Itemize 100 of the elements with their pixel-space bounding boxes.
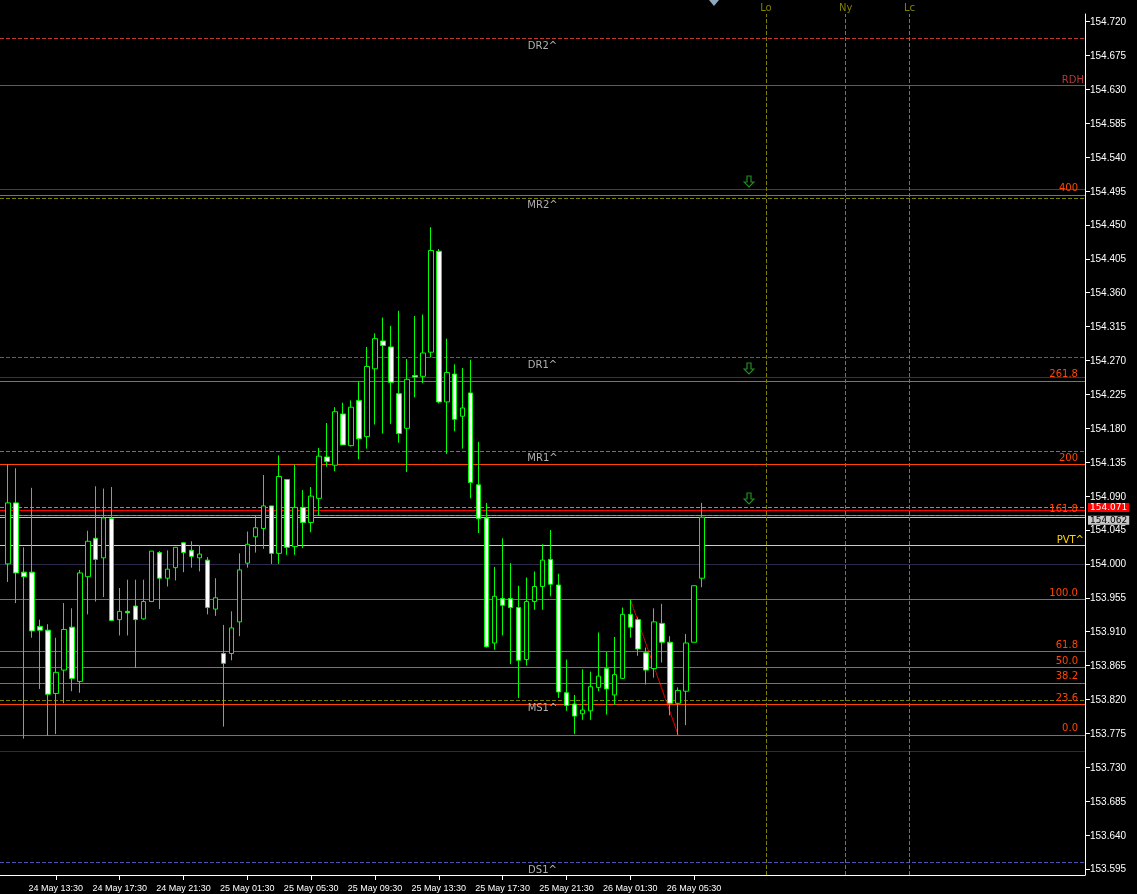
candlestick bbox=[93, 485, 98, 603]
ref-line-label: RDH bbox=[1061, 74, 1084, 86]
y-tick-label: 153.775 bbox=[1090, 727, 1127, 739]
y-tick-label: 154.315 bbox=[1090, 321, 1127, 333]
candlestick bbox=[173, 546, 178, 581]
candlestick bbox=[284, 479, 290, 556]
candlestick bbox=[380, 317, 386, 435]
candlestick bbox=[516, 585, 521, 699]
candlestick bbox=[572, 694, 577, 735]
candlestick bbox=[388, 325, 394, 425]
ref-line-label: 154.062 bbox=[1090, 515, 1128, 526]
x-tick-label: 24 May 21:30 bbox=[156, 882, 211, 893]
y-tick-label: 154.630 bbox=[1090, 83, 1127, 95]
candlestick bbox=[37, 619, 43, 690]
candlestick bbox=[524, 576, 529, 667]
ref-line-label: DS1^ bbox=[528, 863, 557, 875]
candlestick bbox=[428, 226, 434, 358]
candlestick bbox=[5, 463, 11, 583]
candlestick bbox=[21, 546, 27, 740]
candlestick bbox=[492, 566, 497, 651]
candlestick bbox=[53, 637, 59, 735]
candlestick bbox=[109, 486, 114, 622]
y-tick-label: 154.135 bbox=[1090, 456, 1127, 468]
candlestick bbox=[141, 579, 146, 621]
y-tick-label: 154.405 bbox=[1090, 253, 1127, 265]
annotation: 0.0 bbox=[1062, 722, 1078, 734]
ref-line-label: DR2^ bbox=[527, 39, 558, 51]
candlestick bbox=[189, 540, 194, 569]
candlestick bbox=[556, 573, 561, 699]
candlestick bbox=[324, 422, 330, 468]
y-tick-label: 154.045 bbox=[1090, 524, 1127, 536]
candlestick bbox=[221, 624, 226, 728]
candlestick bbox=[197, 544, 202, 572]
y-tick-label: 153.730 bbox=[1090, 761, 1127, 773]
y-tick-label: 153.595 bbox=[1090, 863, 1127, 875]
candlestick bbox=[452, 363, 457, 432]
ref-line-label: PVT^ bbox=[1056, 533, 1084, 545]
candlestick bbox=[612, 636, 617, 706]
candlestick bbox=[500, 537, 505, 636]
candlestick bbox=[596, 631, 601, 692]
y-tick-label: 153.865 bbox=[1090, 660, 1127, 672]
x-tick-label: 26 May 05:30 bbox=[666, 882, 722, 893]
x-tick-label: 25 May 05:30 bbox=[283, 882, 339, 893]
x-tick-label: 26 May 01:30 bbox=[602, 882, 658, 893]
candlestick bbox=[396, 310, 402, 444]
candlestick bbox=[580, 668, 585, 721]
candlestick bbox=[635, 616, 641, 657]
candlestick bbox=[420, 314, 426, 384]
candlestick bbox=[101, 488, 106, 598]
candlestick bbox=[308, 486, 314, 533]
x-tick-label: 25 May 01:30 bbox=[220, 882, 275, 893]
candlestick bbox=[340, 402, 346, 446]
candlestick bbox=[691, 585, 697, 643]
candlestick bbox=[229, 610, 234, 661]
ref-line-label: Lc bbox=[903, 1, 916, 13]
candlestick bbox=[651, 607, 657, 679]
candlestick bbox=[620, 607, 625, 679]
x-tick-label: 24 May 17:30 bbox=[92, 882, 147, 893]
ref-line-label: DR1^ bbox=[527, 359, 558, 370]
annotation: 200 bbox=[1058, 451, 1078, 463]
y-tick-label: 153.955 bbox=[1090, 592, 1127, 604]
candlestick bbox=[604, 651, 609, 716]
x-tick-label: 24 May 13:30 bbox=[28, 882, 84, 893]
candlestick bbox=[468, 359, 473, 499]
candlestick bbox=[643, 647, 649, 685]
ref-line-label: MR2^ bbox=[527, 199, 558, 211]
y-tick-label: 154.495 bbox=[1090, 185, 1127, 197]
ref-line-label: Ny bbox=[838, 1, 853, 13]
candlestick bbox=[675, 686, 681, 736]
candlestick bbox=[548, 529, 553, 597]
annotation: 50.0 bbox=[1055, 654, 1078, 666]
candlestick bbox=[476, 441, 481, 534]
y-tick-label: 153.685 bbox=[1090, 795, 1127, 807]
y-tick-label: 154.360 bbox=[1090, 287, 1127, 299]
ref-line-label: MS1^ bbox=[527, 701, 558, 713]
candlestick bbox=[667, 635, 673, 716]
y-tick-label: 153.910 bbox=[1090, 626, 1127, 638]
candlestick bbox=[85, 530, 91, 615]
candlestick bbox=[460, 367, 465, 450]
candlestick bbox=[508, 562, 513, 665]
candlestick bbox=[372, 332, 378, 426]
annotation: 261.8 bbox=[1049, 368, 1078, 380]
candlestick bbox=[364, 346, 370, 450]
candlestick bbox=[699, 502, 705, 588]
candlestick bbox=[683, 633, 689, 726]
y-tick-label: 154.225 bbox=[1090, 388, 1127, 400]
candlestick bbox=[133, 579, 138, 669]
candlestick bbox=[356, 381, 362, 460]
candlestick bbox=[532, 570, 537, 611]
candlestick bbox=[29, 487, 35, 639]
annotation: 100.0 bbox=[1049, 586, 1078, 598]
candlestick bbox=[125, 579, 130, 636]
x-tick-label: 25 May 09:30 bbox=[347, 882, 403, 893]
ref-line-label: 154.071 bbox=[1090, 502, 1128, 513]
candlestick bbox=[149, 550, 154, 603]
candlestick bbox=[444, 338, 450, 455]
x-tick-label: 25 May 17:30 bbox=[475, 882, 530, 893]
candlestick bbox=[245, 531, 250, 569]
y-tick-label: 154.090 bbox=[1090, 490, 1127, 502]
annotation: 61.8 bbox=[1055, 638, 1078, 650]
